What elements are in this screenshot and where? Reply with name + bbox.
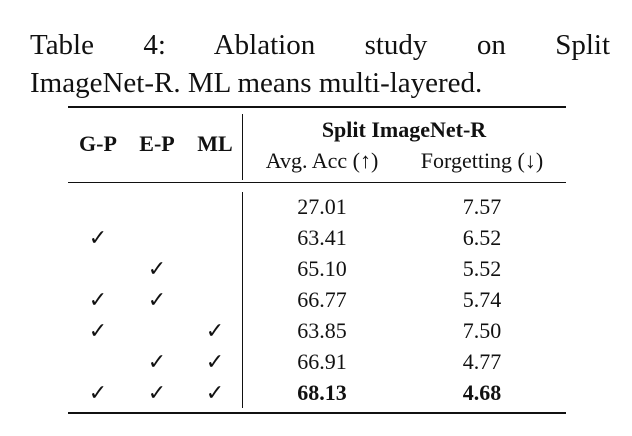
check-mark: ✓ <box>88 225 108 250</box>
top-rule <box>68 106 566 108</box>
check-mark: ✓ <box>88 318 108 343</box>
column-divider <box>242 114 243 180</box>
check-mark: ✓ <box>147 380 167 405</box>
check-mark: ✓ <box>205 380 225 405</box>
column-header: G-P <box>79 131 117 156</box>
table-cell: 4.68 <box>462 380 502 405</box>
table-cell: 65.10 <box>297 256 347 281</box>
check-mark: ✓ <box>147 287 167 312</box>
bottom-rule <box>68 412 566 414</box>
column-header: ML <box>197 131 233 156</box>
caption-line: Table 4: Ablation study on Split <box>30 29 610 61</box>
table-cell: 63.85 <box>297 318 347 343</box>
column-header: E-P <box>139 131 175 156</box>
column-divider <box>242 192 243 408</box>
table-cell: 66.91 <box>297 349 347 374</box>
table-cell: 5.74 <box>462 287 502 312</box>
caption-line: ImageNet-R. ML means multi-layered. <box>30 67 483 99</box>
check-mark: ✓ <box>147 349 167 374</box>
table-cell: 7.57 <box>462 194 502 219</box>
table-cell: 68.13 <box>297 380 347 405</box>
metric-header: Forgetting (↓) <box>420 148 544 173</box>
check-mark: ✓ <box>147 256 167 281</box>
table-cell: 6.52 <box>462 225 502 250</box>
group-header: Split ImageNet-R <box>321 117 487 142</box>
check-mark: ✓ <box>205 318 225 343</box>
table-cell: 7.50 <box>462 318 502 343</box>
check-mark: ✓ <box>88 287 108 312</box>
check-mark: ✓ <box>88 380 108 405</box>
table-cell: 27.01 <box>297 194 347 219</box>
table-cell: 4.77 <box>462 349 502 374</box>
check-mark: ✓ <box>205 349 225 374</box>
table-cell: 63.41 <box>297 225 347 250</box>
table-cell: 66.77 <box>297 287 347 312</box>
metric-header: Avg. Acc (↑) <box>265 148 379 173</box>
table-cell: 5.52 <box>462 256 502 281</box>
mid-rule <box>68 182 566 183</box>
